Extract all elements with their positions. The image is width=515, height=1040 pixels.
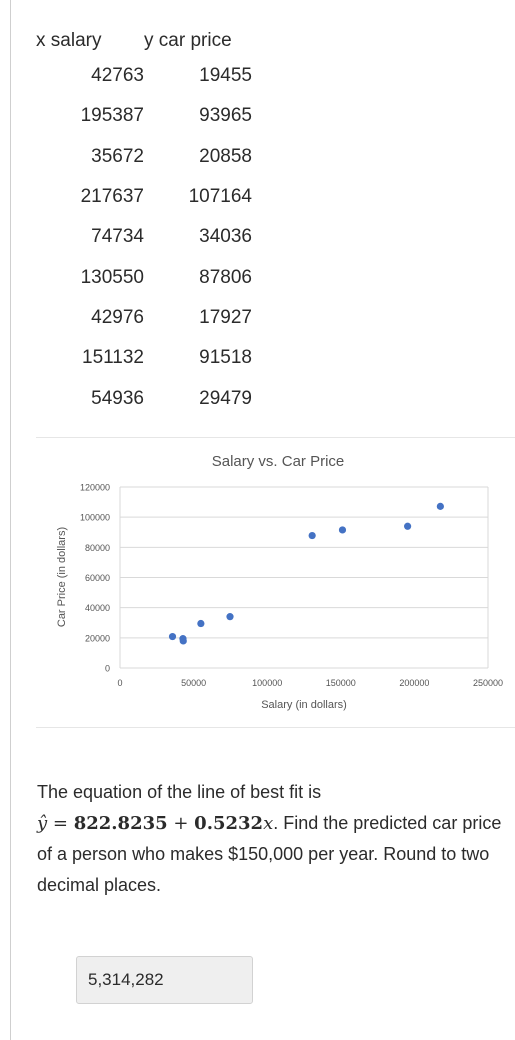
answer-input[interactable]: 5,314,282 [76, 956, 253, 1004]
x-axis-label: Salary (in dollars) [261, 699, 347, 711]
question-intro: The equation of the line of best fit is [37, 782, 322, 802]
cell-salary: 151132 [82, 347, 144, 369]
data-point [168, 632, 177, 641]
cell-salary: 195387 [80, 105, 144, 127]
scatter-chart: Salary vs. Car Price 0 20000 40000 60000 800… [56, 453, 503, 711]
cell-car-price: 87806 [199, 266, 252, 288]
data-point [308, 531, 316, 540]
chart-bottom-divider [36, 727, 515, 728]
cell-salary: 42763 [91, 65, 144, 87]
table-row: 195387 93965 [36, 96, 252, 136]
table-header-row: x salary y car price [36, 26, 252, 56]
column-header-y: y car price [144, 30, 232, 51]
cell-salary: 54936 [91, 387, 144, 409]
data-point [338, 526, 347, 534]
cell-salary: 217637 [80, 186, 144, 208]
data-point [436, 502, 444, 510]
equals-sign: = [47, 813, 74, 834]
table-row: 54936 29479 [36, 378, 252, 418]
x-tick-label: 250000 [473, 678, 503, 688]
table-row: 35672 20858 [36, 137, 252, 177]
cell-salary: 74734 [91, 226, 144, 248]
cell-car-price: 93965 [199, 105, 252, 127]
y-tick-label: 120000 [80, 483, 110, 493]
y-tick-label: 0 [105, 664, 110, 674]
cell-salary: 130550 [80, 266, 144, 288]
table-row: 151132 91518 [36, 338, 252, 378]
x-tick-label: 200000 [399, 678, 429, 688]
table-row: 130550 87806 [36, 257, 252, 297]
x-tick-label: 0 [117, 678, 122, 688]
question-prompt: . Find the predicted car price of a pers… [37, 813, 502, 895]
x-tick-label: 150000 [326, 678, 356, 688]
left-border-rule [10, 0, 11, 1040]
plus-sign: + [167, 813, 195, 834]
y-tick-label: 60000 [85, 573, 110, 583]
cell-salary: 35672 [91, 145, 144, 167]
cell-car-price: 20858 [199, 145, 252, 167]
data-points [168, 502, 444, 645]
table-row: 42763 19455 [36, 56, 252, 96]
data-point [197, 619, 205, 628]
cell-car-price: 91518 [199, 347, 252, 369]
regression-equation: ŷ = 822.8235 + 0.5232x [37, 813, 273, 834]
column-header-x: x salary [36, 30, 102, 51]
cell-salary: 42976 [91, 306, 144, 328]
cell-car-price: 34036 [199, 226, 252, 248]
chart-top-divider [36, 437, 515, 438]
chart-grid [119, 486, 489, 669]
intercept-value: 822.8235 [73, 813, 168, 834]
y-tick-label: 80000 [85, 543, 110, 553]
data-point [226, 613, 234, 621]
cell-car-price: 107164 [188, 186, 252, 208]
data-point [404, 522, 412, 530]
chart-title: Salary vs. Car Price [212, 453, 345, 470]
y-hat-symbol: ŷ [37, 813, 48, 834]
data-table: x salary y car price 42763 19455 195387 93… [36, 26, 252, 419]
x-variable: x [263, 813, 274, 834]
y-tick-label: 40000 [85, 603, 110, 613]
data-point [179, 637, 187, 645]
x-tick-labels: 0 50000 100000 150000 200000 250000 [117, 678, 503, 688]
cell-car-price: 29479 [199, 387, 252, 409]
table-row: 74734 34036 [36, 217, 252, 257]
y-tick-label: 100000 [80, 513, 110, 523]
slope-value: 0.5232 [194, 813, 264, 834]
cell-car-price: 19455 [199, 65, 252, 87]
cell-car-price: 17927 [199, 306, 252, 328]
y-axis-label: Car Price (in dollars) [56, 527, 68, 627]
x-tick-label: 100000 [252, 678, 282, 688]
question-text: The equation of the line of best fit is … [37, 777, 507, 901]
table-row: 217637 107164 [36, 177, 252, 217]
y-tick-labels: 0 20000 40000 60000 80000 100000 120000 [80, 483, 110, 674]
table-row: 42976 17927 [36, 298, 252, 338]
x-tick-label: 50000 [181, 678, 206, 688]
y-tick-label: 20000 [85, 633, 110, 643]
